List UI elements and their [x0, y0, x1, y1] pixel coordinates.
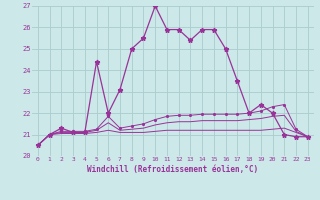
X-axis label: Windchill (Refroidissement éolien,°C): Windchill (Refroidissement éolien,°C)	[87, 165, 258, 174]
